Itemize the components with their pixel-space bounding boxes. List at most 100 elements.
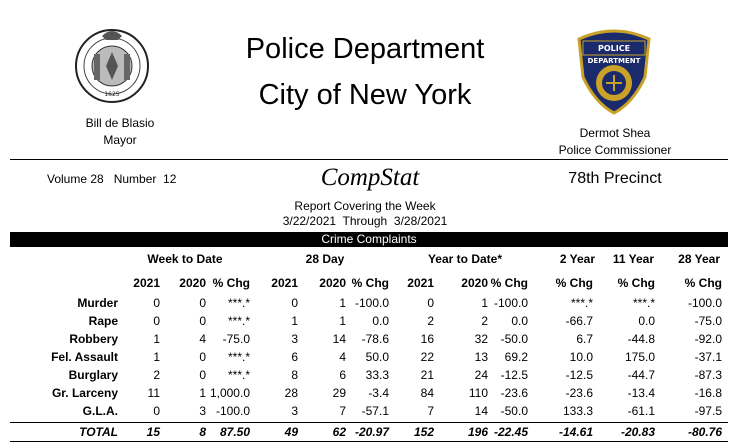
table-cell: -97.5 — [694, 404, 722, 418]
row-label: Robbery — [69, 332, 118, 346]
page-title-line1: Police Department — [245, 33, 485, 65]
total-cell: 62 — [332, 425, 346, 439]
group-header-week: Week to Date — [147, 252, 223, 266]
table-cell: 175.0 — [624, 350, 655, 364]
table-cell: 32 — [474, 332, 488, 346]
table-cell: 6.7 — [576, 332, 593, 346]
total-cell: 196 — [467, 425, 488, 439]
police-badge-logo: POLICE DEPARTMENT — [573, 25, 655, 115]
column-header: 2021 — [271, 276, 298, 290]
table-cell: 0 — [199, 368, 206, 382]
column-header: 2020 — [319, 276, 346, 290]
column-header: 2021 — [407, 276, 434, 290]
table-cell: 1 — [153, 350, 160, 364]
column-header: % Chg — [684, 276, 722, 290]
table-cell: 1,000.0 — [209, 386, 250, 400]
table-cell: -100.0 — [215, 404, 250, 418]
table-cell: -57.1 — [361, 404, 389, 418]
group-header-28year: 28 Year — [678, 252, 720, 266]
table-cell: 0.0 — [511, 314, 528, 328]
table-cell: -100.0 — [354, 296, 389, 310]
table-cell: 1 — [339, 314, 346, 328]
table-cell: ***.* — [632, 296, 655, 310]
table-cell: -50.0 — [500, 404, 528, 418]
table-cell: 22 — [420, 350, 434, 364]
table-cell: -16.8 — [694, 386, 722, 400]
table-cell: 1 — [153, 332, 160, 346]
row-label: Burglary — [68, 368, 118, 382]
column-header: % Chg — [212, 276, 250, 290]
column-header: % Chg — [490, 276, 528, 290]
group-header-ytd: Year to Date* — [427, 252, 503, 266]
total-cell: 87.50 — [219, 425, 250, 439]
table-cell: -92.0 — [694, 332, 722, 346]
mayor-name: Bill de Blasio — [85, 116, 155, 130]
table-cell: -3.4 — [368, 386, 389, 400]
total-cell: 8 — [199, 425, 206, 439]
row-label: Rape — [88, 314, 118, 328]
table-cell: 84 — [420, 386, 434, 400]
report-covering: Report Covering the Week — [294, 199, 436, 213]
table-cell: 28 — [284, 386, 298, 400]
table-cell: 3 — [291, 332, 298, 346]
column-header: % Chg — [617, 276, 655, 290]
report-date-range: 3/22/2021 Through 3/28/2021 — [282, 214, 448, 228]
table-cell: 133.3 — [562, 404, 593, 418]
table-cell: 4 — [339, 350, 346, 364]
table-cell: 2 — [481, 314, 488, 328]
table-cell: 29 — [332, 386, 346, 400]
volume-number: Volume 28 Number 12 — [47, 172, 177, 186]
mayor-title: Mayor — [103, 133, 137, 147]
table-cell: 7 — [427, 404, 434, 418]
table-cell: 0 — [199, 350, 206, 364]
table-cell: 14 — [474, 404, 488, 418]
table-cell: ***.* — [227, 314, 250, 328]
table-cell: -12.5 — [565, 368, 593, 382]
table-cell: 0 — [153, 296, 160, 310]
table-cell: 6 — [291, 350, 298, 364]
table-cell: 1 — [339, 296, 346, 310]
table-cell: 1 — [291, 314, 298, 328]
table-cell: 21 — [420, 368, 434, 382]
total-cell: -22.45 — [493, 425, 528, 439]
table-cell: -78.6 — [361, 332, 389, 346]
table-cell: 2 — [153, 368, 160, 382]
column-header: 2021 — [133, 276, 160, 290]
precinct-name: 78th Precinct — [568, 170, 662, 187]
svg-text:POLICE: POLICE — [598, 44, 630, 53]
table-cell: 3 — [291, 404, 298, 418]
section-title-bar: Crime Complaints — [10, 232, 728, 247]
nyc-seal-logo: 1625 — [74, 24, 150, 104]
table-cell: 1 — [481, 296, 488, 310]
table-cell: -37.1 — [694, 350, 722, 364]
table-cell: 0 — [153, 404, 160, 418]
table-cell: 0 — [153, 314, 160, 328]
group-header-11year: 11 Year — [612, 252, 654, 266]
commissioner-name: Dermot Shea — [579, 126, 651, 140]
total-divider — [10, 422, 728, 423]
total-cell: -14.61 — [558, 425, 593, 439]
column-header: % Chg — [351, 276, 389, 290]
table-cell: 24 — [474, 368, 488, 382]
table-cell: 0 — [199, 296, 206, 310]
table-cell: -66.7 — [565, 314, 593, 328]
total-cell: 152 — [413, 425, 434, 439]
total-cell: 49 — [284, 425, 298, 439]
table-cell: -75.0 — [694, 314, 722, 328]
table-cell: 0 — [291, 296, 298, 310]
table-cell: 11 — [147, 386, 160, 400]
group-header-2year: 2 Year — [559, 252, 595, 266]
row-label: G.L.A. — [82, 404, 118, 418]
row-label: Gr. Larceny — [51, 386, 118, 400]
header-divider — [10, 159, 728, 160]
table-cell: 14 — [332, 332, 346, 346]
svg-text:1625: 1625 — [104, 91, 119, 98]
table-cell: 4 — [199, 332, 206, 346]
page-title-line2: City of New York — [258, 79, 472, 111]
table-cell: 0.0 — [372, 314, 389, 328]
table-cell: ***.* — [227, 368, 250, 382]
table-cell: 0 — [427, 296, 434, 310]
total-row-label: TOTAL — [79, 425, 118, 439]
table-cell: -87.3 — [694, 368, 722, 382]
table-cell: -12.5 — [500, 368, 528, 382]
